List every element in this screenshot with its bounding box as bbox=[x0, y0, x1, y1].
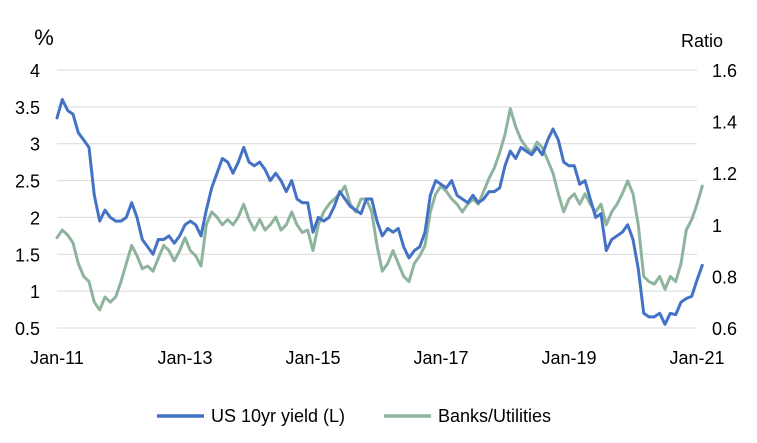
left-axis-tick-label: 3.5 bbox=[15, 98, 40, 118]
left-axis-title: % bbox=[34, 25, 54, 50]
left-axis-tick-label: 1.5 bbox=[15, 245, 40, 265]
x-axis-tick-label: Jan-21 bbox=[669, 348, 724, 368]
series-line-us-10yr-yield-l bbox=[55, 98, 704, 326]
left-axis-tick-label: 2 bbox=[30, 208, 40, 228]
left-axis-tick-label: 4 bbox=[30, 61, 40, 81]
legend-label-banks-utilities: Banks/Utilities bbox=[438, 406, 551, 426]
right-axis-tick-label: 1.2 bbox=[712, 164, 737, 184]
right-axis-tick-label: 1 bbox=[712, 216, 722, 236]
x-axis-tick-label: Jan-19 bbox=[541, 348, 596, 368]
left-axis-tick-label: 0.5 bbox=[15, 319, 40, 339]
series-line-banks-utilities bbox=[55, 107, 704, 312]
legend-label-us-10yr-yield-l: US 10yr yield (L) bbox=[211, 406, 345, 426]
plot-area bbox=[55, 98, 704, 326]
right-axis-tick-label: 1.6 bbox=[712, 61, 737, 81]
right-axis-tick-label: 1.4 bbox=[712, 113, 737, 133]
x-axis-tick-label: Jan-13 bbox=[157, 348, 212, 368]
gridlines bbox=[57, 69, 697, 329]
left-axis-tick-label: 1 bbox=[30, 282, 40, 302]
x-axis-tick-label: Jan-17 bbox=[413, 348, 468, 368]
legend: US 10yr yield (L) Banks/Utilities bbox=[157, 406, 551, 426]
left-axis-tick-label: 2.5 bbox=[15, 172, 40, 192]
x-axis-tick-label: Jan-15 bbox=[285, 348, 340, 368]
right-axis-title: Ratio bbox=[681, 31, 723, 51]
x-axis-tick-label: Jan-11 bbox=[30, 348, 84, 368]
right-axis-tick-label: 0.6 bbox=[712, 319, 737, 339]
right-axis-tick-label: 0.8 bbox=[712, 267, 737, 287]
axes: % Ratio 0.5 1 1.5 2 2.5 3 3.5 4 0.6 0.8 1 1.2 1.4 1.6… bbox=[15, 25, 737, 368]
left-axis-tick-label: 3 bbox=[30, 135, 40, 155]
